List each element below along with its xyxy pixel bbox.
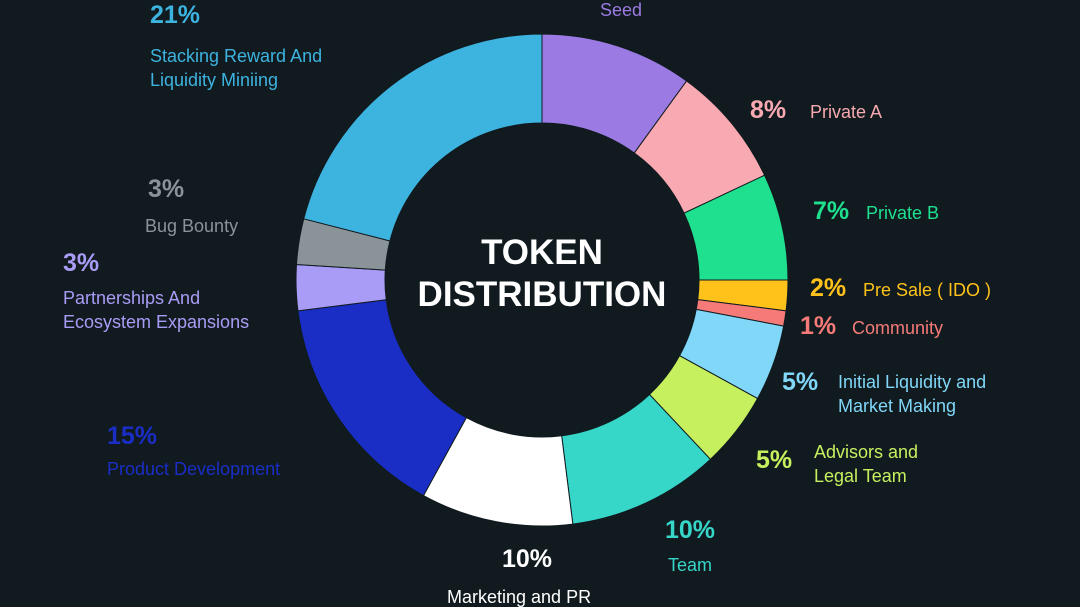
value-label: 10% [502, 545, 553, 573]
slice-label: Private B [866, 203, 940, 223]
slice-label: Pre Sale ( IDO ) [863, 280, 992, 300]
value-label: 3% [148, 175, 185, 203]
slice-label: Partnerships And Ecosystem Expansions [63, 288, 250, 332]
chart-title: TOKEN DISTRIBUTION [417, 233, 667, 314]
value-label: 2% [810, 274, 847, 302]
slice-label: Community [852, 318, 944, 338]
value-label: 5% [756, 446, 793, 474]
value-label: 7% [813, 197, 850, 225]
slice-label: Initial Liquidity and Market Making [838, 372, 987, 416]
slice-label: Team [668, 555, 713, 575]
slice-label: Stacking Reward And Liquidity Miniing [150, 46, 323, 90]
slice-label: Seed [600, 0, 643, 20]
value-label: 21% [150, 1, 201, 29]
donut-slice [303, 33, 543, 242]
slice-label: Private A [810, 102, 883, 122]
slice-label: Advisors and Legal Team [814, 442, 919, 486]
value-label: 10% [665, 516, 716, 544]
slice-label: Marketing and PR [447, 587, 592, 607]
value-label: 5% [782, 368, 819, 396]
value-label: 8% [750, 96, 787, 124]
slice-label: Bug Bounty [145, 216, 239, 236]
slice-label: Product Development [107, 459, 281, 479]
value-label: 1% [800, 312, 837, 340]
value-label: 3% [63, 249, 100, 277]
value-label: 15% [107, 422, 158, 450]
